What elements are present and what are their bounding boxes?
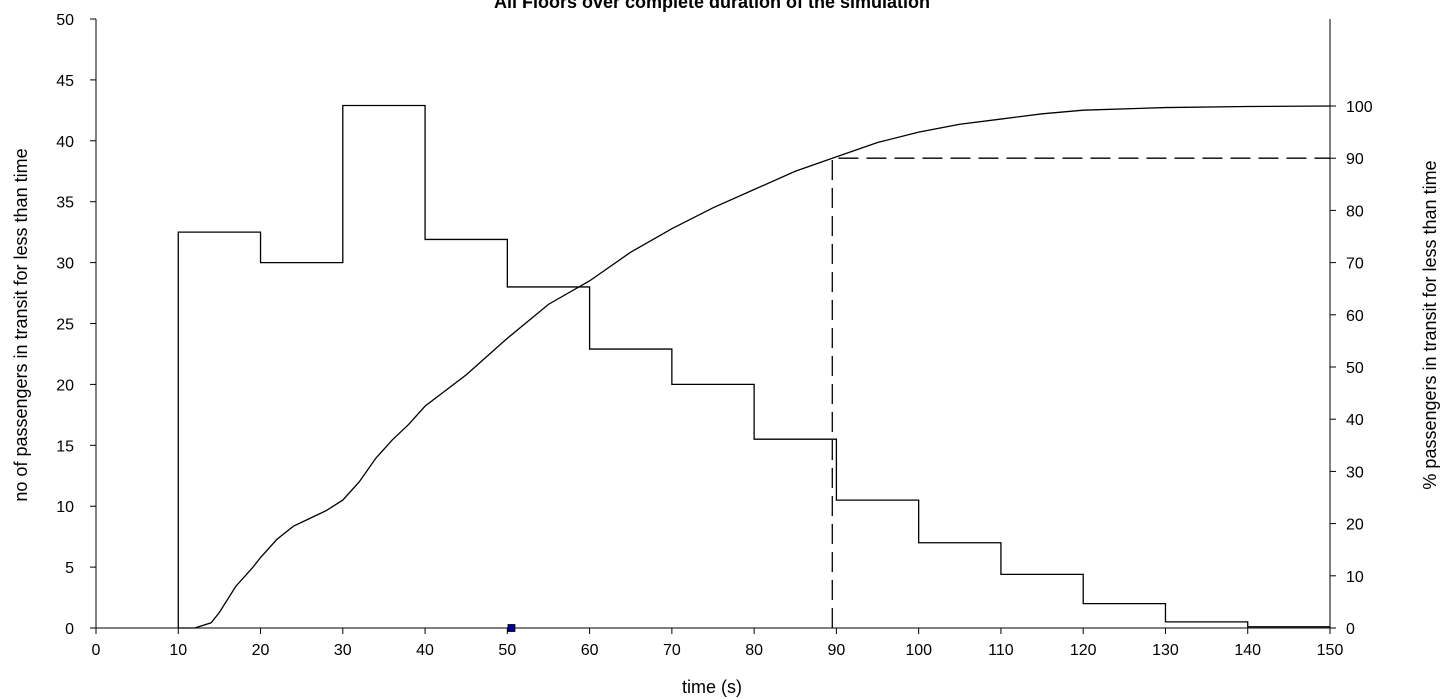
y-left-tick-label: 25 (56, 317, 74, 334)
y-left-tick-label: 5 (65, 560, 74, 577)
y-left-tick-label: 50 (56, 12, 74, 29)
x-tick-label: 150 (1317, 642, 1344, 659)
cumulative-series-line (178, 105, 1331, 629)
x-tick-label: 130 (1152, 642, 1179, 659)
x-tick-label: 110 (988, 642, 1014, 659)
y-left-tick-label: 10 (56, 499, 74, 516)
x-tick-label: 100 (905, 642, 932, 659)
y-left-tick-label: 30 (56, 256, 74, 273)
x-axis-title: time (s) (682, 677, 742, 697)
y-left-axis-title: no of passengers in transit for less tha… (11, 148, 31, 501)
x-tick-label: 140 (1234, 642, 1261, 659)
y-right-tick-label: 0 (1346, 621, 1355, 638)
y-right-tick-label: 40 (1346, 412, 1364, 429)
y-right-tick-label: 80 (1346, 203, 1364, 220)
x-axis-ticks: 0 10 20 30 40 50 60 70 80 90 100 110 120 130 140 150 (92, 628, 1344, 659)
y-right-tick-label: 20 (1346, 517, 1364, 534)
x-tick-label: 0 (92, 642, 101, 659)
x-tick-label: 60 (581, 642, 599, 659)
chart-title: All Floors over complete duration of the… (494, 0, 930, 12)
x-tick-label: 40 (416, 642, 434, 659)
y-left-tick-label: 40 (56, 134, 74, 151)
x-tick-label: 90 (828, 642, 846, 659)
series-layer (177, 104, 1331, 629)
annotation-layer (507, 624, 516, 632)
x-tick-label: 20 (252, 642, 270, 659)
data-marker (507, 624, 516, 632)
y-left-tick-label: 0 (65, 621, 74, 638)
x-tick-label: 30 (334, 642, 352, 659)
y-right-tick-label: 10 (1346, 569, 1364, 586)
y-right-tick-label: 100 (1346, 99, 1373, 116)
dashed-reference-line (831, 157, 1330, 628)
y-right-axis-ticks: 0 10 20 30 40 50 60 70 80 90 100 (1330, 99, 1373, 638)
x-tick-label: 70 (663, 642, 681, 659)
y-right-tick-label: 70 (1346, 256, 1364, 273)
x-tick-label: 50 (498, 642, 516, 659)
step-series-line (177, 104, 1330, 628)
y-right-tick-label: 50 (1346, 360, 1364, 377)
y-left-tick-label: 15 (56, 438, 74, 455)
y-left-axis-ticks: 0 5 10 15 20 25 30 35 40 45 50 (56, 12, 96, 638)
x-tick-label: 80 (745, 642, 763, 659)
x-tick-label: 120 (1070, 642, 1097, 659)
x-tick-label: 10 (169, 642, 187, 659)
y-right-axis-title: % passengers in transit for less than ti… (1420, 160, 1440, 489)
y-left-tick-label: 35 (56, 195, 74, 212)
y-right-tick-label: 90 (1346, 151, 1364, 168)
y-left-tick-label: 20 (56, 377, 74, 394)
y-right-tick-label: 60 (1346, 308, 1364, 325)
y-right-tick-label: 30 (1346, 464, 1364, 481)
y-left-tick-label: 45 (56, 73, 74, 90)
